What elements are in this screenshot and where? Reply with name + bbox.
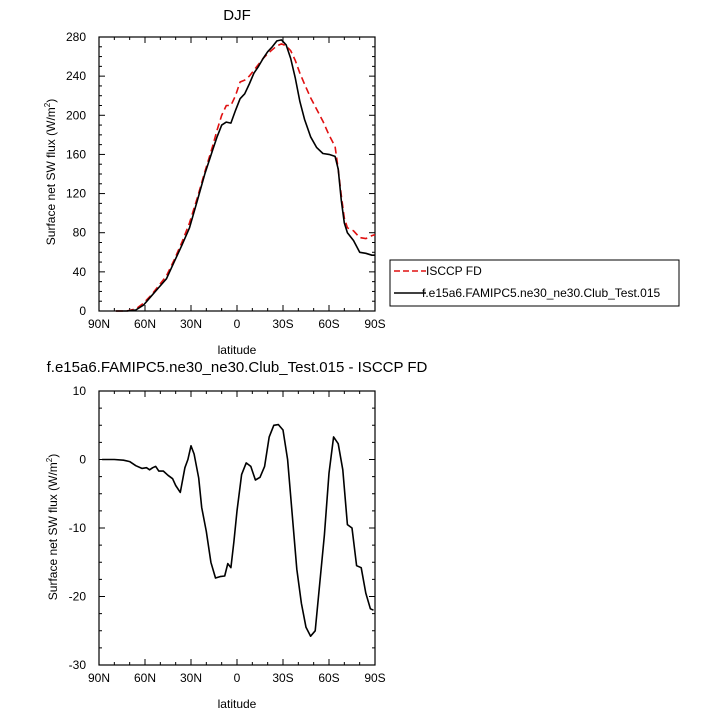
bottom-x-tick-label: 60N <box>134 671 156 685</box>
legend-box <box>389 259 680 307</box>
top-x-tick-label: 90N <box>88 317 110 331</box>
top-panel: DJF 90N 60N 30N 0 30S 60S 90S 0 40 80 120 160 200 240… <box>43 7 386 357</box>
top-x-tick-label: 90S <box>364 317 385 331</box>
legend-label-isccp-fd: ISCCP FD <box>426 264 482 278</box>
top-chart-title: DJF <box>223 7 251 24</box>
bottom-panel: f.e15a6.FAMIPC5.ne30_ne30.Club_Test.015 … <box>45 359 428 711</box>
bottom-x-tick-label: 30S <box>272 671 293 685</box>
top-plot-frame <box>98 36 376 312</box>
top-y-tick-label: 160 <box>66 147 86 161</box>
top-x-tick-label: 60S <box>318 317 339 331</box>
bottom-plot-area: 90N 60N 30N 0 30S 60S 90S -30 -20 -10 0 10 <box>69 384 386 685</box>
legend-label-model: f.e15a6.FAMIPC5.ne30_ne30.Club_Test.015 <box>422 286 660 300</box>
bottom-y-tick-label: -30 <box>69 658 87 672</box>
top-y-axis-label: Surface net SW flux (W/m2) <box>43 99 58 245</box>
top-x-tick-label: 0 <box>234 317 241 331</box>
top-plot-area: 90N 60N 30N 0 30S 60S 90S 0 40 80 120 160 200 240 280 <box>66 30 386 331</box>
bottom-chart-title: f.e15a6.FAMIPC5.ne30_ne30.Club_Test.015 … <box>47 359 428 376</box>
top-y-tick-label: 80 <box>73 226 87 240</box>
bottom-x-tick-label: 30N <box>180 671 202 685</box>
bottom-series-line-0 <box>102 423 374 638</box>
bottom-y-tick-label: 10 <box>73 384 87 398</box>
top-y-tick-label: 120 <box>66 187 86 201</box>
bottom-y-tick-label: 0 <box>79 453 86 467</box>
bottom-x-tick-label: 90S <box>364 671 385 685</box>
top-y-tick-label: 240 <box>66 69 86 83</box>
top-x-tick-label: 60N <box>134 317 156 331</box>
top-y-tick-label: 200 <box>66 108 86 122</box>
bottom-x-tick-label: 60S <box>318 671 339 685</box>
top-y-tick-label: 0 <box>79 304 86 318</box>
top-series-line-1 <box>115 39 375 312</box>
bottom-x-tick-label: 90N <box>88 671 110 685</box>
top-y-tick-label: 280 <box>66 30 86 44</box>
top-x-tick-label: 30S <box>272 317 293 331</box>
bottom-y-tick-label: -20 <box>69 590 87 604</box>
bottom-x-tick-label: 0 <box>234 671 241 685</box>
bottom-y-axis-label: Surface net SW flux (W/m2) <box>45 454 60 600</box>
top-x-axis-label: latitude <box>218 343 257 357</box>
bottom-y-tick-label: -10 <box>69 521 87 535</box>
top-x-tick-label: 30N <box>180 317 202 331</box>
legend: ISCCP FD f.e15a6.FAMIPC5.ne30_ne30.Club_… <box>389 259 680 307</box>
bottom-x-axis-label: latitude <box>218 697 257 711</box>
bottom-plot-frame <box>98 390 376 666</box>
top-series-line-0 <box>115 43 376 312</box>
top-y-tick-label: 40 <box>73 265 87 279</box>
